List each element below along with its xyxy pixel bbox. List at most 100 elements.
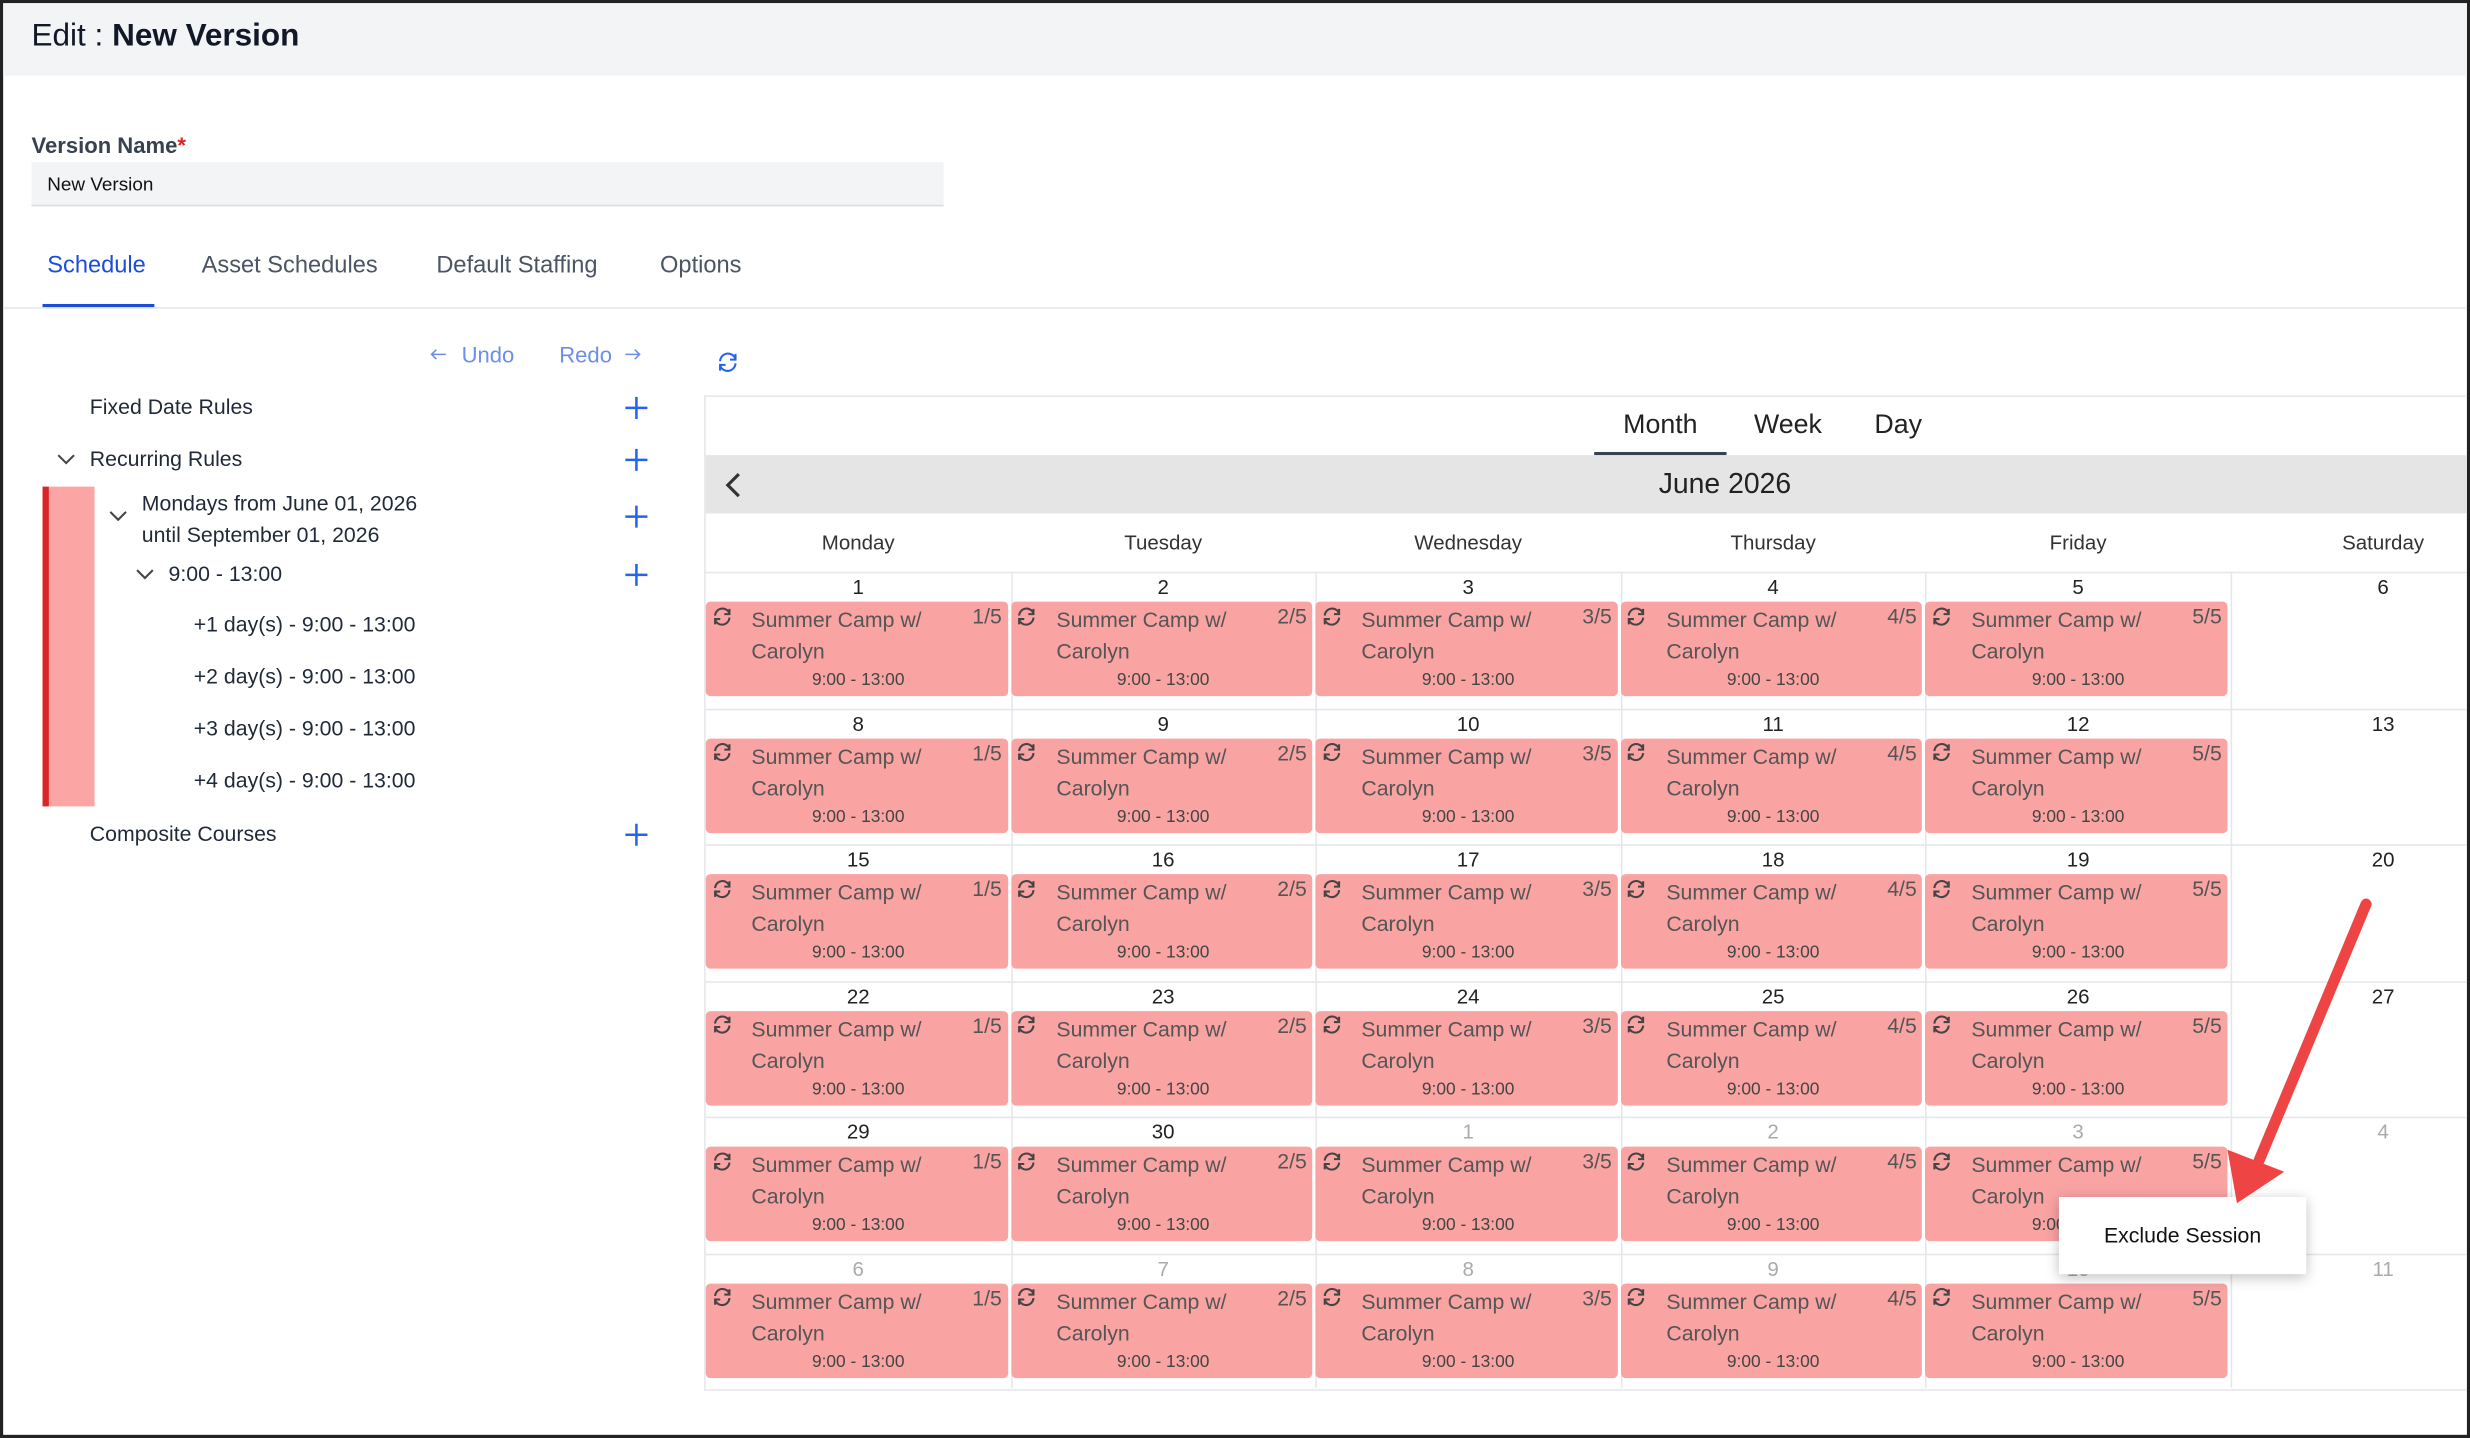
refresh-icon[interactable] <box>1626 606 1646 626</box>
event[interactable] <box>1925 737 2228 833</box>
refresh-icon[interactable] <box>1321 606 1341 626</box>
event[interactable] <box>1620 737 1923 833</box>
day-number: 11 <box>1762 711 1784 735</box>
refresh-icon[interactable] <box>1931 1151 1951 1171</box>
view-tab[interactable]: Week <box>1753 409 1822 440</box>
event[interactable] <box>1315 1146 1618 1242</box>
event-count: 4/5 <box>1887 604 1917 629</box>
refresh-icon[interactable] <box>1626 742 1646 762</box>
chevron[interactable] <box>57 454 75 465</box>
event-count: 5/5 <box>2192 604 2222 629</box>
redo-button[interactable]: Redo <box>559 341 612 367</box>
menu-item[interactable]: Exclude Session <box>2103 1223 2262 1248</box>
event[interactable] <box>705 737 1008 833</box>
chevron[interactable] <box>109 511 127 522</box>
event-title: Summer Camp w/ Carolyn <box>1056 1289 1227 1345</box>
event[interactable] <box>1010 1146 1313 1242</box>
add-button[interactable] <box>625 396 648 419</box>
event[interactable] <box>705 874 1008 969</box>
event[interactable] <box>1925 601 2228 697</box>
tree-item[interactable]: Mondays from June 01, 2026 until Septemb… <box>141 491 418 547</box>
tree-item[interactable]: Recurring Rules <box>89 447 243 471</box>
event-title: Summer Camp w/ Carolyn <box>1971 880 2142 936</box>
tree-item[interactable]: Fixed Date Rules <box>89 395 253 419</box>
refresh-icon[interactable] <box>1626 878 1646 898</box>
event[interactable] <box>1620 601 1923 697</box>
event[interactable] <box>1010 874 1313 969</box>
tree-item[interactable]: Composite Courses <box>89 822 277 846</box>
refresh-icon[interactable] <box>1321 1151 1341 1171</box>
tree-item[interactable]: +3 day(s) - 9:00 - 13:00 <box>193 716 416 741</box>
event[interactable] <box>1315 601 1618 697</box>
refresh-icon[interactable] <box>1931 1287 1951 1307</box>
refresh-icon[interactable] <box>1016 1151 1036 1171</box>
add-button[interactable] <box>625 505 648 528</box>
event[interactable] <box>1315 1282 1618 1378</box>
event[interactable] <box>705 1282 1008 1378</box>
event-time: 9:00 - 13:00 <box>1116 1352 1210 1372</box>
refresh-icon[interactable] <box>1321 1287 1341 1307</box>
tab[interactable]: Schedule <box>47 252 146 279</box>
event[interactable] <box>1315 737 1618 833</box>
refresh-icon[interactable] <box>711 742 731 762</box>
chevron[interactable] <box>136 569 154 580</box>
tree-item[interactable]: +1 day(s) - 9:00 - 13:00 <box>193 612 416 637</box>
refresh-icon[interactable] <box>1016 1287 1036 1307</box>
event[interactable] <box>1010 601 1313 697</box>
refresh-icon[interactable] <box>1321 1014 1341 1034</box>
add-button[interactable] <box>625 448 648 471</box>
refresh-icon[interactable] <box>1321 878 1341 898</box>
event[interactable] <box>705 1146 1008 1242</box>
event[interactable] <box>1620 1282 1923 1378</box>
refresh-icon[interactable] <box>1626 1151 1646 1171</box>
refresh-icon[interactable] <box>717 351 739 373</box>
tree-item[interactable]: 9:00 - 13:00 <box>168 562 283 586</box>
refresh-icon[interactable] <box>1016 1014 1036 1034</box>
day-number: 17 <box>1456 847 1480 871</box>
refresh-icon[interactable] <box>711 878 731 898</box>
event[interactable] <box>1010 1010 1313 1105</box>
tree-item[interactable]: +4 day(s) - 9:00 - 13:00 <box>193 768 416 793</box>
tab[interactable]: Default Staffing <box>436 252 598 279</box>
event-count: 3/5 <box>1582 1285 1612 1310</box>
tab[interactable]: Asset Schedules <box>201 252 378 279</box>
refresh-icon[interactable] <box>1626 1287 1646 1307</box>
version-input[interactable]: New Version <box>31 162 944 207</box>
tab[interactable]: Options <box>660 252 742 279</box>
event[interactable] <box>1315 1010 1618 1105</box>
event[interactable] <box>705 601 1008 697</box>
undo-button[interactable]: Undo <box>461 341 515 367</box>
add-button[interactable] <box>625 563 648 586</box>
view-tab[interactable]: Day <box>1874 409 1923 440</box>
event-title: Summer Camp w/ Carolyn <box>1971 607 2142 664</box>
prev-button[interactable] <box>725 472 741 498</box>
event[interactable] <box>1620 1010 1923 1105</box>
event[interactable] <box>1620 1146 1923 1242</box>
event[interactable] <box>705 1010 1008 1105</box>
refresh-icon[interactable] <box>1931 742 1951 762</box>
event-count: 4/5 <box>1887 1013 1917 1038</box>
event[interactable] <box>1010 737 1313 833</box>
refresh-icon[interactable] <box>711 606 731 626</box>
add-button[interactable] <box>625 823 648 846</box>
refresh-icon[interactable] <box>1321 742 1341 762</box>
refresh-icon[interactable] <box>1931 878 1951 898</box>
refresh-icon[interactable] <box>1016 878 1036 898</box>
refresh-icon[interactable] <box>711 1287 731 1307</box>
refresh-icon[interactable] <box>1016 606 1036 626</box>
event[interactable] <box>1925 874 2228 969</box>
refresh-icon[interactable] <box>711 1151 731 1171</box>
event[interactable] <box>1315 874 1618 969</box>
refresh-icon[interactable] <box>1626 1014 1646 1034</box>
event[interactable] <box>1925 1282 2228 1378</box>
refresh-icon[interactable] <box>711 1014 731 1034</box>
event[interactable] <box>1010 1282 1313 1378</box>
view-tab[interactable]: Month <box>1623 409 1698 440</box>
event[interactable] <box>1620 874 1923 969</box>
event-time: 9:00 - 13:00 <box>1421 1352 1515 1372</box>
tree-item[interactable]: +2 day(s) - 9:00 - 13:00 <box>193 664 416 689</box>
event[interactable] <box>1925 1010 2228 1105</box>
refresh-icon[interactable] <box>1931 1014 1951 1034</box>
refresh-icon[interactable] <box>1016 742 1036 762</box>
refresh-icon[interactable] <box>1931 606 1951 626</box>
